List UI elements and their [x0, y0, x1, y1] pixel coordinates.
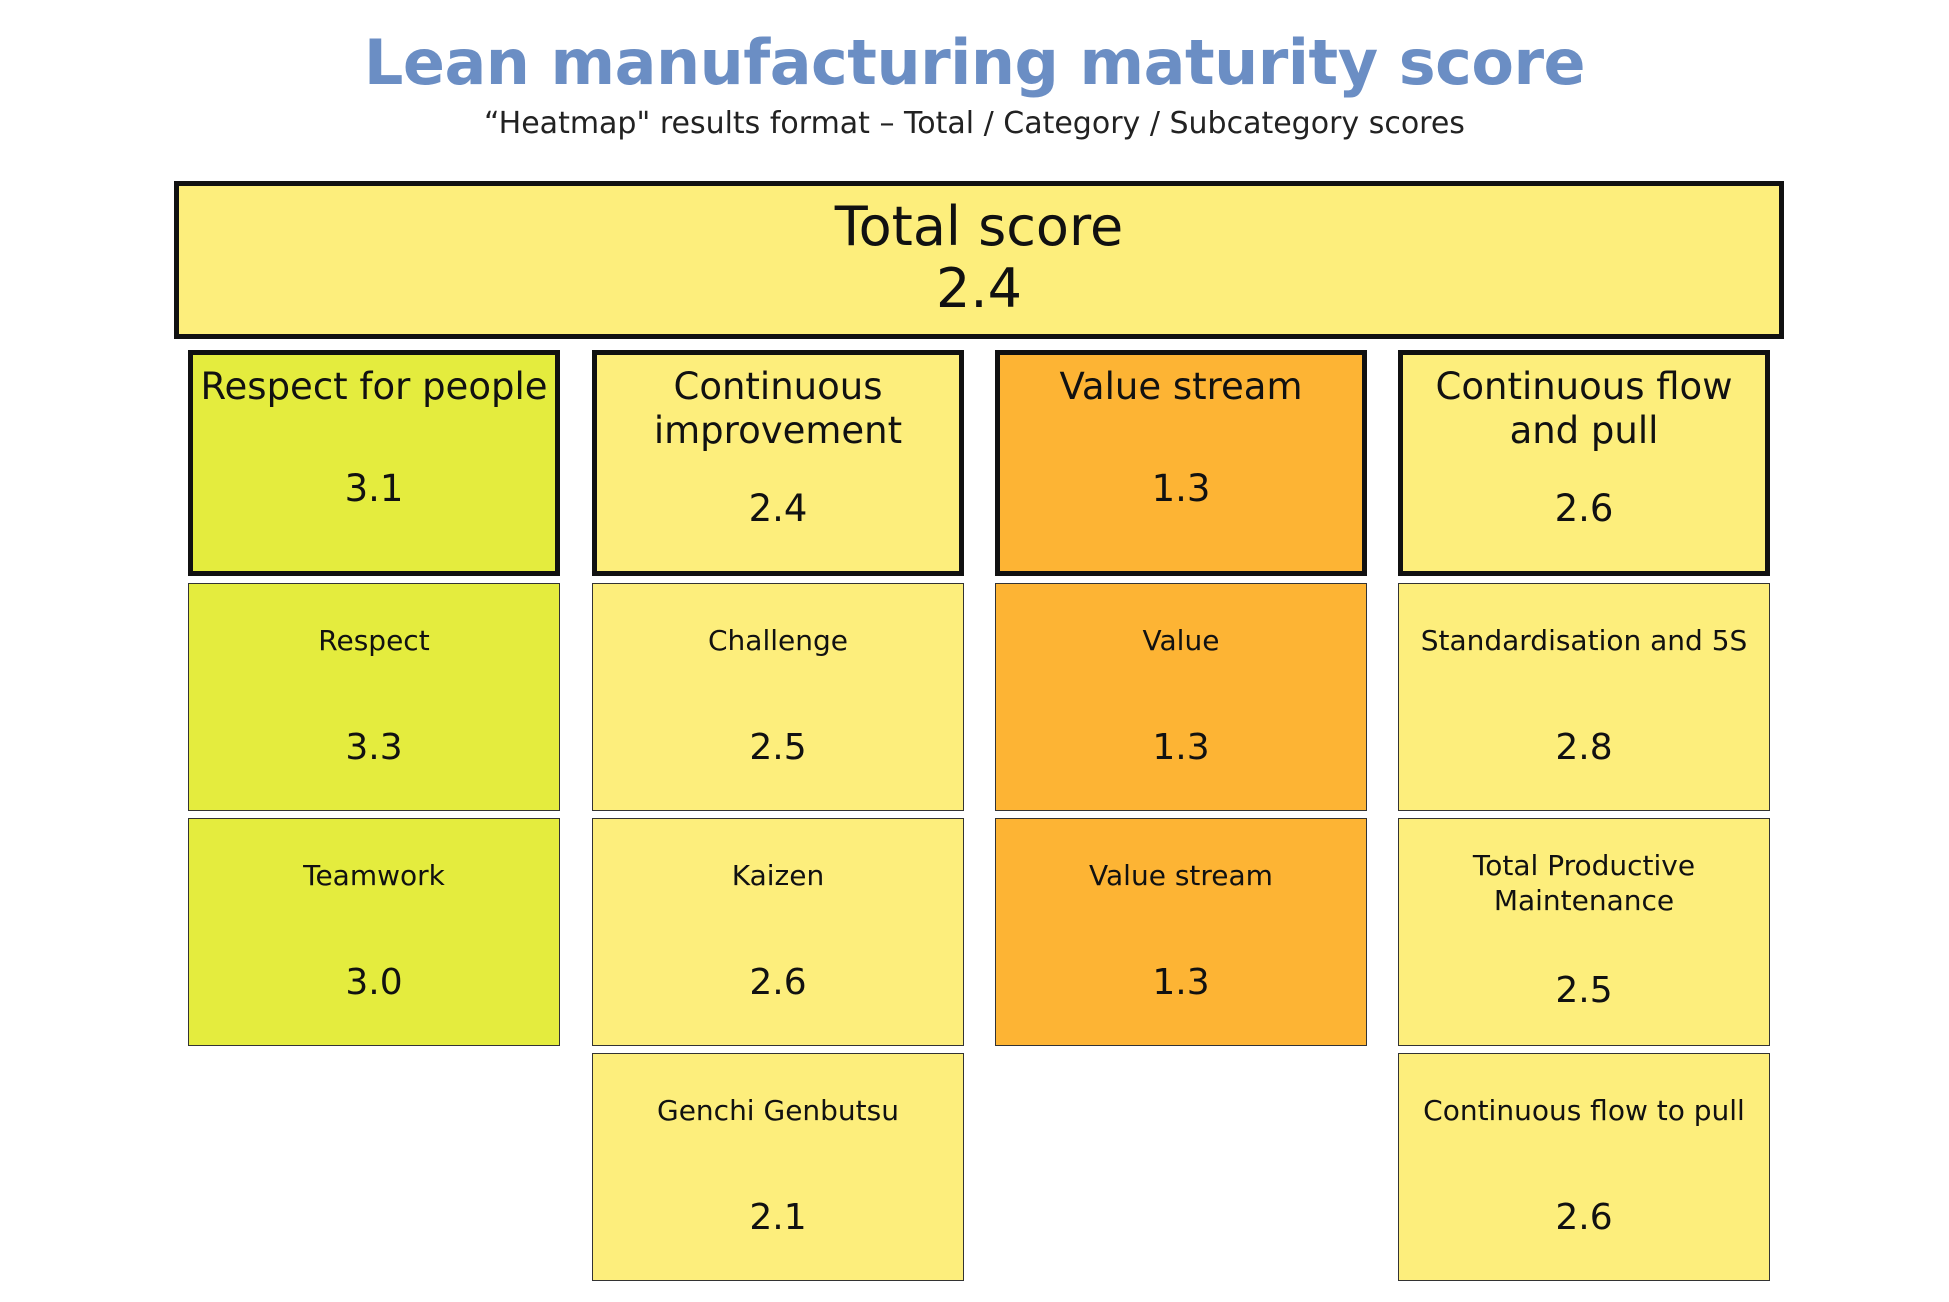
category-label: Value stream: [1059, 365, 1303, 408]
category-box-respect-for-people: Respect for people 3.1: [188, 350, 560, 576]
subcategory-label: Value stream: [1089, 859, 1273, 892]
category-score: 1.3: [1151, 467, 1211, 510]
category-label: Continuous flow and pull: [1435, 365, 1733, 452]
total-score-value: 2.4: [936, 257, 1022, 320]
subcategory-score: 2.5: [1555, 970, 1613, 1011]
category-column-value-stream: Value stream 1.3 Value 1.3 Value stream …: [995, 350, 1367, 1046]
subcategory-score: 1.3: [1152, 962, 1210, 1003]
subcategory-box-kaizen: Kaizen 2.6: [592, 818, 964, 1046]
category-label: Continuous improvement: [653, 365, 903, 452]
subcategory-box-challenge: Challenge 2.5: [592, 583, 964, 811]
subcategory-score: 2.1: [749, 1197, 807, 1238]
category-box-value-stream: Value stream 1.3: [995, 350, 1367, 576]
category-box-continuous-improvement: Continuous improvement 2.4: [592, 350, 964, 576]
category-column-continuous-flow-and-pull: Continuous flow and pull 2.6 Standardisa…: [1398, 350, 1770, 1281]
subcategory-label: Genchi Genbutsu: [657, 1094, 899, 1127]
subcategory-label: Kaizen: [731, 859, 825, 892]
subcategory-label: Total Productive Maintenance: [1472, 849, 1696, 917]
subcategory-score: 2.6: [749, 962, 807, 1003]
subcategory-box-value: Value 1.3: [995, 583, 1367, 811]
subcategory-box-value-stream: Value stream 1.3: [995, 818, 1367, 1046]
subcategory-box-genchi-genbutsu: Genchi Genbutsu 2.1: [592, 1053, 964, 1281]
subcategory-label: Value: [1142, 624, 1220, 657]
category-score: 3.1: [344, 467, 404, 510]
subcategory-score: 2.5: [749, 727, 807, 768]
subcategory-label: Standardisation and 5S: [1420, 624, 1748, 657]
subcategory-label: Continuous flow to pull: [1423, 1094, 1745, 1127]
category-score: 2.6: [1554, 487, 1614, 530]
page-title: Lean manufacturing maturity score: [363, 26, 1586, 99]
category-score: 2.4: [748, 487, 808, 530]
subcategory-label: Teamwork: [303, 859, 445, 892]
subcategory-box-teamwork: Teamwork 3.0: [188, 818, 560, 1046]
category-label: Respect for people: [200, 365, 548, 408]
subcategory-score: 3.3: [345, 727, 403, 768]
total-score-box: Total score 2.4: [174, 181, 1784, 339]
category-box-continuous-flow-and-pull: Continuous flow and pull 2.6: [1398, 350, 1770, 576]
total-score-label: Total score: [834, 195, 1124, 258]
subcategory-box-standardisation-and-5s: Standardisation and 5S 2.8: [1398, 583, 1770, 811]
subcategory-label: Respect: [318, 624, 430, 657]
subcategory-score: 2.6: [1555, 1197, 1613, 1238]
category-column-continuous-improvement: Continuous improvement 2.4 Challenge 2.5…: [592, 350, 964, 1281]
category-column-respect-for-people: Respect for people 3.1 Respect 3.3 Teamw…: [188, 350, 560, 1046]
subcategory-score: 3.0: [345, 962, 403, 1003]
subcategory-box-continuous-flow-to-pull: Continuous flow to pull 2.6: [1398, 1053, 1770, 1281]
subcategory-label: Challenge: [708, 624, 848, 657]
subcategory-score: 1.3: [1152, 727, 1210, 768]
subcategory-score: 2.8: [1555, 727, 1613, 768]
subcategory-box-respect: Respect 3.3: [188, 583, 560, 811]
subcategory-box-total-productive-maintenance: Total Productive Maintenance 2.5: [1398, 818, 1770, 1046]
page-subtitle: “Heatmap" results format – Total / Categ…: [484, 106, 1465, 141]
